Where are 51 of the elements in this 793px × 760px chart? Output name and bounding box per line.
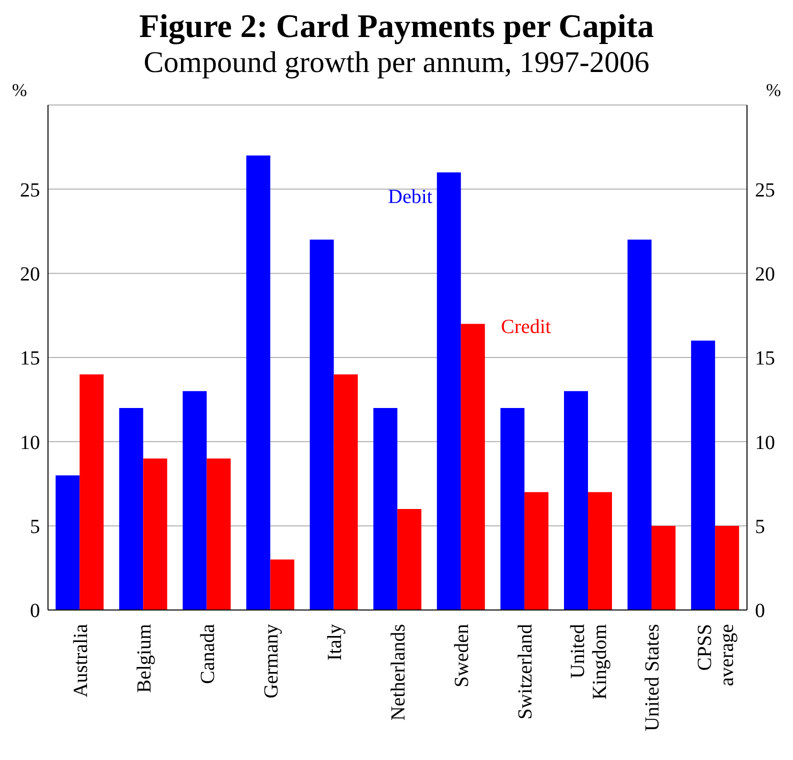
bar: [564, 391, 588, 610]
x-tick-label: Switzerland: [514, 624, 537, 720]
x-tick-label: Canada: [196, 624, 219, 684]
x-tick-label: Australia: [70, 624, 92, 698]
bar: [397, 509, 422, 610]
y-tick-label: 0: [30, 600, 40, 622]
bar: [500, 408, 524, 610]
y-tick-label: 20: [20, 263, 40, 286]
y2-tick-label: 20: [755, 263, 775, 286]
y-tick-label: 10: [20, 432, 40, 454]
y-tick-label: 25: [20, 179, 40, 202]
y2-tick-label: 15: [755, 348, 775, 370]
x-tick-label: CPSS average: [694, 624, 738, 686]
x-tick-label: Germany: [260, 624, 282, 698]
bar: [246, 156, 270, 610]
chart-subtitle: Compound growth per annum, 1997-2006: [142, 46, 650, 80]
bar: [270, 560, 294, 610]
x-tick-label: Netherlands: [388, 624, 410, 721]
bar: [56, 475, 80, 610]
bar: [715, 526, 740, 610]
bar: [206, 458, 231, 610]
x-tick-label: Sweden: [451, 624, 474, 688]
series-label: Debit: [388, 186, 432, 209]
bar: [373, 408, 398, 610]
bar: [436, 172, 461, 610]
bar: [182, 391, 207, 610]
y2-axis-title: %: [766, 80, 781, 101]
y-axis-title: %: [12, 80, 27, 101]
x-tick-label: United Kingdom: [567, 624, 612, 700]
bar: [588, 492, 612, 610]
y-tick-label: 5: [30, 516, 40, 538]
bar: [334, 374, 358, 610]
x-tick-label: United States: [642, 624, 664, 732]
bar: [119, 408, 144, 610]
y2-tick-label: 25: [755, 179, 775, 202]
bar: [80, 374, 104, 610]
y2-tick-label: 10: [755, 432, 775, 454]
x-tick-label: Italy: [324, 624, 346, 661]
y2-tick-label: 5: [755, 516, 765, 538]
bar: [652, 526, 676, 610]
bar: [310, 240, 334, 610]
bar: [691, 340, 716, 610]
chart-title: Figure 2: Card Payments per Capita: [138, 8, 655, 46]
x-tick-label: Belgium: [133, 624, 156, 693]
bar: [460, 324, 485, 610]
series-label: Credit: [501, 316, 551, 339]
bar: [143, 458, 168, 610]
bar: [628, 240, 652, 610]
y-tick-label: 15: [20, 348, 40, 370]
bar: [524, 492, 548, 610]
y2-tick-label: 0: [755, 600, 765, 622]
